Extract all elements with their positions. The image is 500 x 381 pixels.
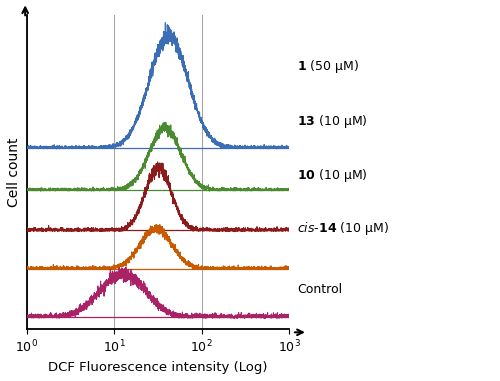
Text: Control: Control (298, 283, 343, 296)
Text: $\mathbf{10}$ (10 μM): $\mathbf{10}$ (10 μM) (298, 167, 368, 184)
Y-axis label: Cell count: Cell count (7, 137, 21, 207)
X-axis label: DCF Fluorescence intensity (Log): DCF Fluorescence intensity (Log) (48, 361, 268, 374)
Text: $\it{cis}$-$\mathbf{14}$ (10 μM): $\it{cis}$-$\mathbf{14}$ (10 μM) (298, 220, 390, 237)
Text: $\mathbf{1}$ (50 μM): $\mathbf{1}$ (50 μM) (298, 58, 360, 75)
Text: $\mathbf{13}$ (10 μM): $\mathbf{13}$ (10 μM) (298, 113, 368, 130)
